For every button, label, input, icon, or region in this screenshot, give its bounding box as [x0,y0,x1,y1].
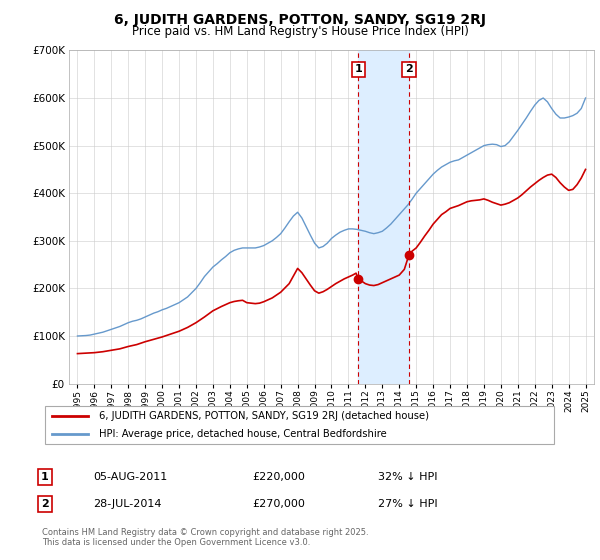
Text: 6, JUDITH GARDENS, POTTON, SANDY, SG19 2RJ: 6, JUDITH GARDENS, POTTON, SANDY, SG19 2… [114,13,486,27]
Text: 32% ↓ HPI: 32% ↓ HPI [378,472,437,482]
Bar [358,50,409,384]
Text: 05-AUG-2011: 05-AUG-2011 [93,472,167,482]
Text: 1: 1 [355,64,362,74]
Text: 2: 2 [405,64,413,74]
Text: 27% ↓ HPI: 27% ↓ HPI [378,499,437,509]
Text: 28-JUL-2014: 28-JUL-2014 [93,499,161,509]
Text: Price paid vs. HM Land Registry's House Price Index (HPI): Price paid vs. HM Land Registry's House … [131,25,469,38]
FancyBboxPatch shape [44,407,554,444]
Text: 2: 2 [41,499,49,509]
Text: £220,000: £220,000 [252,472,305,482]
Text: £270,000: £270,000 [252,499,305,509]
Text: Contains HM Land Registry data © Crown copyright and database right 2025.
This d: Contains HM Land Registry data © Crown c… [42,528,368,547]
Text: HPI: Average price, detached house, Central Bedfordshire: HPI: Average price, detached house, Cent… [99,430,386,439]
Text: 6, JUDITH GARDENS, POTTON, SANDY, SG19 2RJ (detached house): 6, JUDITH GARDENS, POTTON, SANDY, SG19 2… [99,411,429,421]
Text: 1: 1 [41,472,49,482]
